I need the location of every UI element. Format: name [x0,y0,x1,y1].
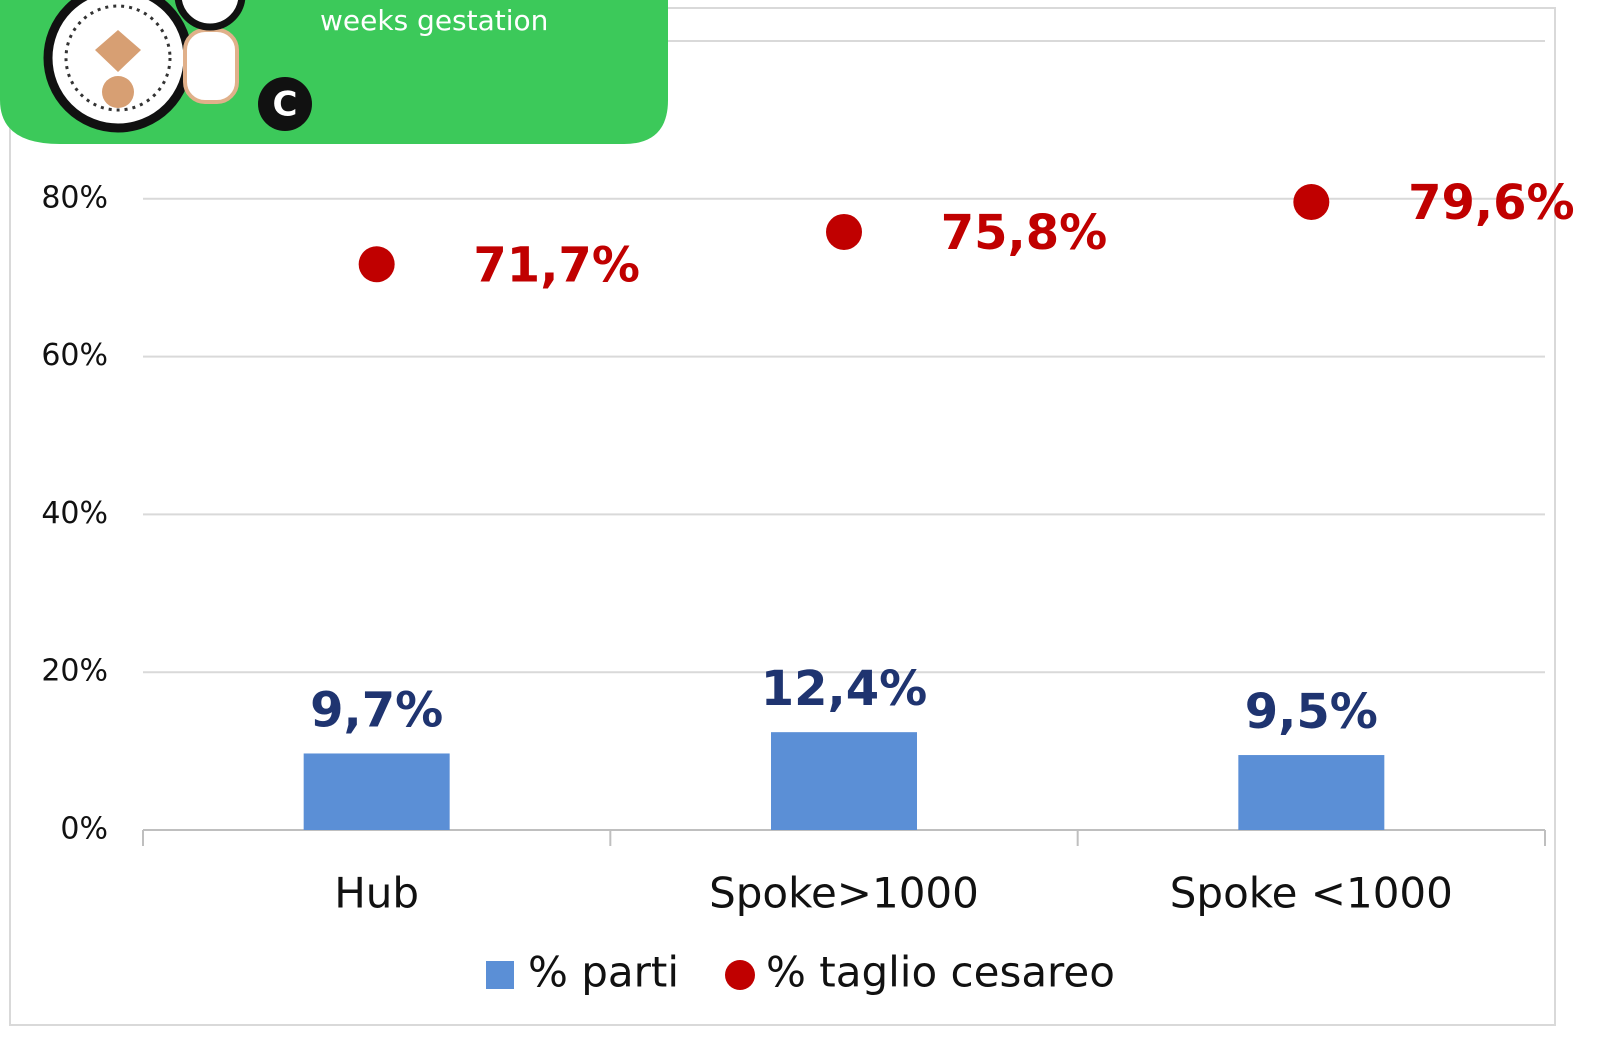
y-tick-label: 60% [41,338,108,373]
bar [304,753,450,830]
x-tick-label: Hub [334,869,419,918]
x-tick-label: Spoke>1000 [709,869,979,918]
data-label: 12,4% [761,661,928,717]
plot: 0% 20% 40% 60% 80% Hub Spoke>1000 Spoke <1000 9,… [41,175,1574,997]
legend-marker [486,961,514,989]
point [826,214,862,250]
banner-text: weeks gestation [320,4,548,37]
icon [102,76,134,108]
bar [1238,755,1384,830]
y-tick-label: 40% [41,496,108,531]
data-label: 79,6% [1408,175,1575,231]
point [1293,184,1329,220]
y-tick-label: 0% [60,812,108,847]
banner: C weeks gestation [0,0,668,144]
point [359,246,395,282]
legend-marker [725,960,755,990]
x-tick-label: Spoke <1000 [1170,869,1453,918]
data-label: 9,7% [310,682,443,738]
bar [771,732,917,830]
y-tick-label: 20% [41,654,108,689]
data-label: 9,5% [1245,684,1378,740]
y-tick-label: 80% [41,180,108,215]
chart: 0% 20% 40% 60% 80% Hub Spoke>1000 Spoke <1000 9,… [0,0,1604,1052]
data-label: 75,8% [941,205,1108,261]
data-label: 71,7% [473,237,640,293]
icon [185,30,237,102]
icon: C [273,85,298,125]
legend-label: % parti [528,948,679,997]
legend-label: % taglio cesareo [766,948,1115,997]
